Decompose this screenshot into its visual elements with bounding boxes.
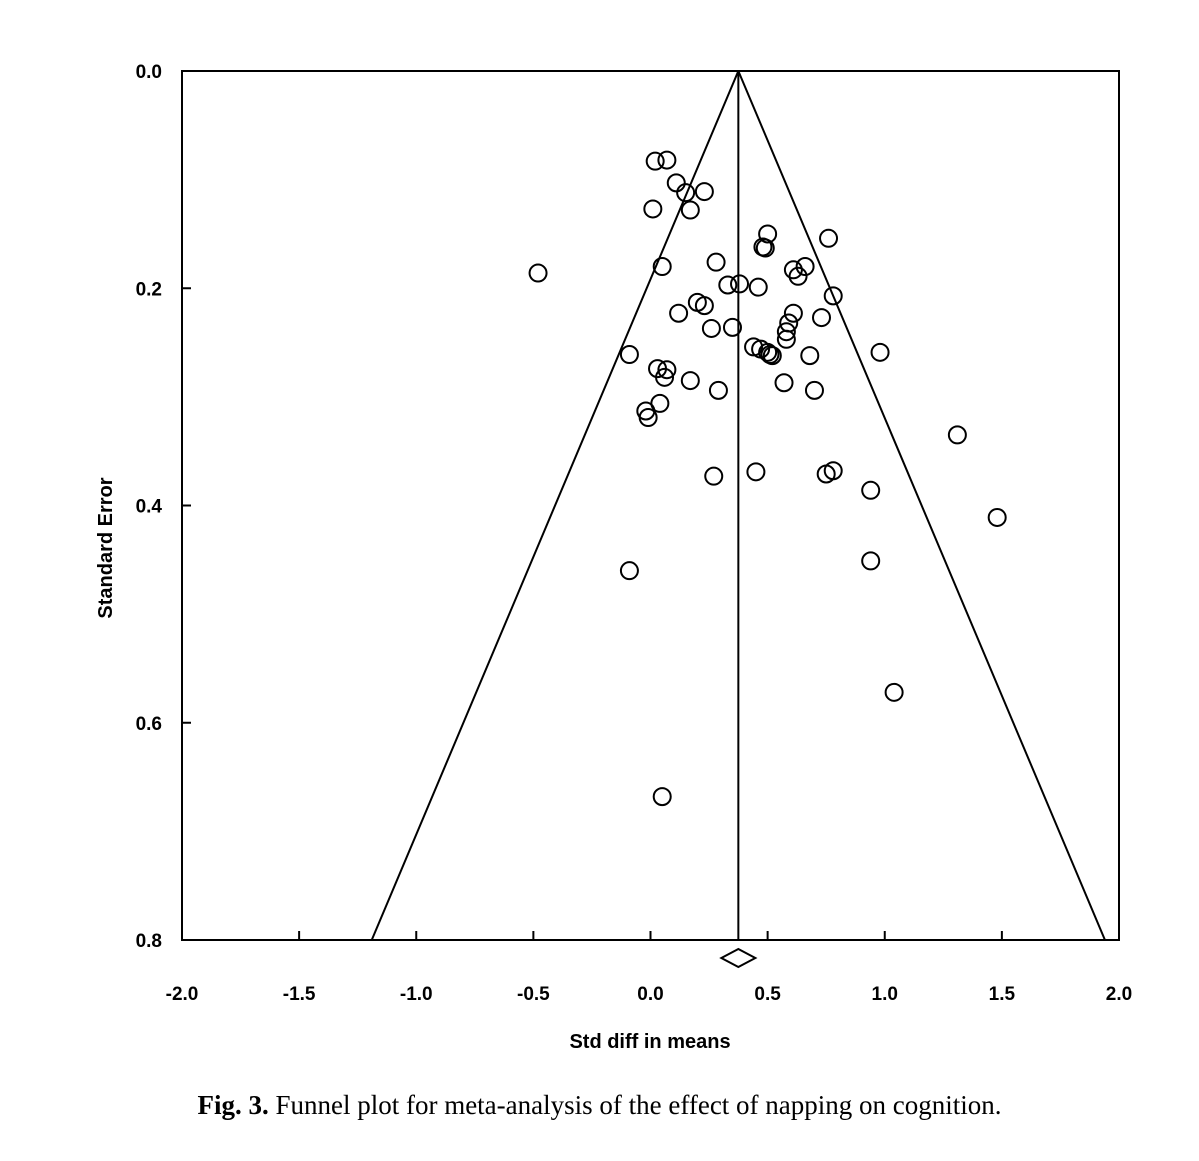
study-point [694, 296, 714, 316]
study-point [643, 199, 663, 219]
study-point [619, 345, 639, 365]
x-tick-label: 1.5 [989, 984, 1016, 1005]
x-axis-title: Std diff in means [569, 1031, 730, 1053]
study-point [706, 252, 726, 272]
study-point [701, 318, 721, 338]
study-point [800, 346, 820, 366]
x-tick-label: 1.0 [872, 984, 898, 1005]
study-point [795, 257, 815, 277]
study-point [947, 425, 967, 445]
x-tick-label: -0.5 [517, 984, 550, 1005]
study-point [755, 238, 775, 258]
study-point [812, 308, 832, 328]
data-points [528, 150, 1007, 807]
study-point [746, 462, 766, 482]
study-point [816, 464, 836, 484]
study-point [748, 277, 768, 297]
study-point [730, 274, 750, 294]
study-point [788, 266, 808, 286]
study-point [619, 561, 639, 581]
study-point [870, 342, 890, 362]
funnel-left-line [370, 70, 740, 941]
funnel-right-line [737, 70, 1106, 941]
study-point [638, 408, 658, 428]
y-tick-label: 0.4 [136, 497, 163, 518]
tick-labels: -2.0 -1.5 -1.0 -0.5 0.0 0.5 1.0 1.5 2.0 0.0 0.2 0.4… [136, 62, 1133, 1005]
x-tick-label: 0.5 [754, 984, 781, 1005]
study-point [783, 303, 803, 323]
study-point [645, 151, 665, 171]
caption-label: Fig. 3. [197, 1090, 269, 1120]
study-point [819, 228, 839, 248]
study-point [804, 380, 824, 400]
study-point [884, 682, 904, 702]
funnel-plot: -2.0 -1.5 -1.0 -0.5 0.0 0.5 1.0 1.5 2.0 0.0 0.2 0.4… [95, 62, 1133, 1053]
study-point [528, 263, 548, 283]
y-tick-label: 0.0 [136, 62, 162, 83]
study-point [762, 346, 782, 366]
tick-marks [181, 70, 1120, 941]
y-tick-label: 0.6 [136, 714, 162, 735]
x-tick-label: -1.0 [400, 984, 433, 1005]
study-point [669, 303, 689, 323]
study-point [861, 480, 881, 500]
study-point [704, 466, 724, 486]
study-point [776, 329, 796, 349]
study-point [722, 317, 742, 337]
x-tick-label: -2.0 [166, 984, 199, 1005]
study-point [666, 173, 686, 193]
y-axis-title: Standard Error [95, 477, 117, 618]
study-point [694, 182, 714, 202]
study-point [823, 286, 843, 306]
x-tick-label: 0.0 [637, 984, 663, 1005]
x-tick-label: -1.5 [283, 984, 316, 1005]
figure-caption: Fig. 3. Funnel plot for meta-analysis of… [0, 1090, 1199, 1121]
study-point [680, 200, 700, 220]
study-point [676, 183, 696, 203]
study-point [657, 150, 677, 170]
study-point [774, 373, 794, 393]
study-point [987, 507, 1007, 527]
study-point [652, 257, 672, 277]
study-point [680, 371, 700, 391]
study-point [861, 551, 881, 571]
study-point [758, 342, 778, 362]
y-tick-label: 0.2 [136, 279, 162, 300]
summary-diamond [719, 947, 758, 969]
y-tick-label: 0.8 [136, 931, 162, 952]
x-tick-label: 2.0 [1106, 984, 1132, 1005]
study-point [758, 224, 778, 244]
study-point [776, 322, 796, 342]
caption-text: Funnel plot for meta-analysis of the eff… [275, 1090, 1002, 1120]
study-point [718, 275, 738, 295]
study-point [652, 787, 672, 807]
funnel-lines [370, 70, 1106, 969]
study-point [655, 367, 675, 387]
study-point [708, 380, 728, 400]
study-point [657, 360, 677, 380]
